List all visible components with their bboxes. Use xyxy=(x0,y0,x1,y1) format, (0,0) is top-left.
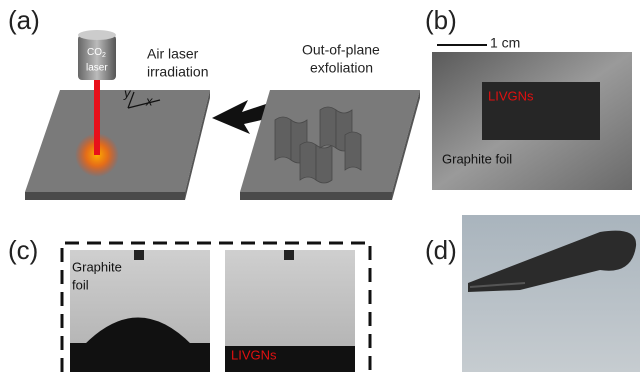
surface xyxy=(70,343,210,372)
scale-label: 1 cm xyxy=(490,35,520,51)
page: {"panel_a": {"label": "(a)", "laser": {"… xyxy=(0,0,640,372)
panel-label: (a) xyxy=(8,5,40,35)
panel-label: (b) xyxy=(425,5,457,35)
substrate-edge xyxy=(25,192,185,200)
substrate xyxy=(25,90,210,192)
laser-top xyxy=(78,30,116,40)
axis-x-label: x xyxy=(145,93,153,108)
laser-word: laser xyxy=(86,63,108,74)
substrate-edge xyxy=(240,192,392,200)
step1-line1: Air laser xyxy=(147,46,199,62)
right-label: LIVGNs xyxy=(231,347,277,362)
foil-label: Graphite foil xyxy=(442,151,512,166)
panel-label: (c) xyxy=(8,235,38,265)
step1-line2: irradiation xyxy=(147,64,208,80)
laser-sub: 2 xyxy=(102,52,106,59)
region-label: LIVGNs xyxy=(488,88,534,103)
left-label: Graphite xyxy=(72,259,122,274)
step2-line2: exfoliation xyxy=(310,60,373,76)
step2-line1: Out-of-plane xyxy=(302,42,380,58)
laser-beam xyxy=(94,80,100,155)
left-label: foil xyxy=(72,277,89,292)
panel-label: (d) xyxy=(425,235,457,265)
needle xyxy=(284,250,294,260)
needle xyxy=(134,250,144,260)
figure: (a) CO2 laser y x Air laser irradiation … xyxy=(0,0,640,372)
laser-co: CO xyxy=(87,47,102,58)
